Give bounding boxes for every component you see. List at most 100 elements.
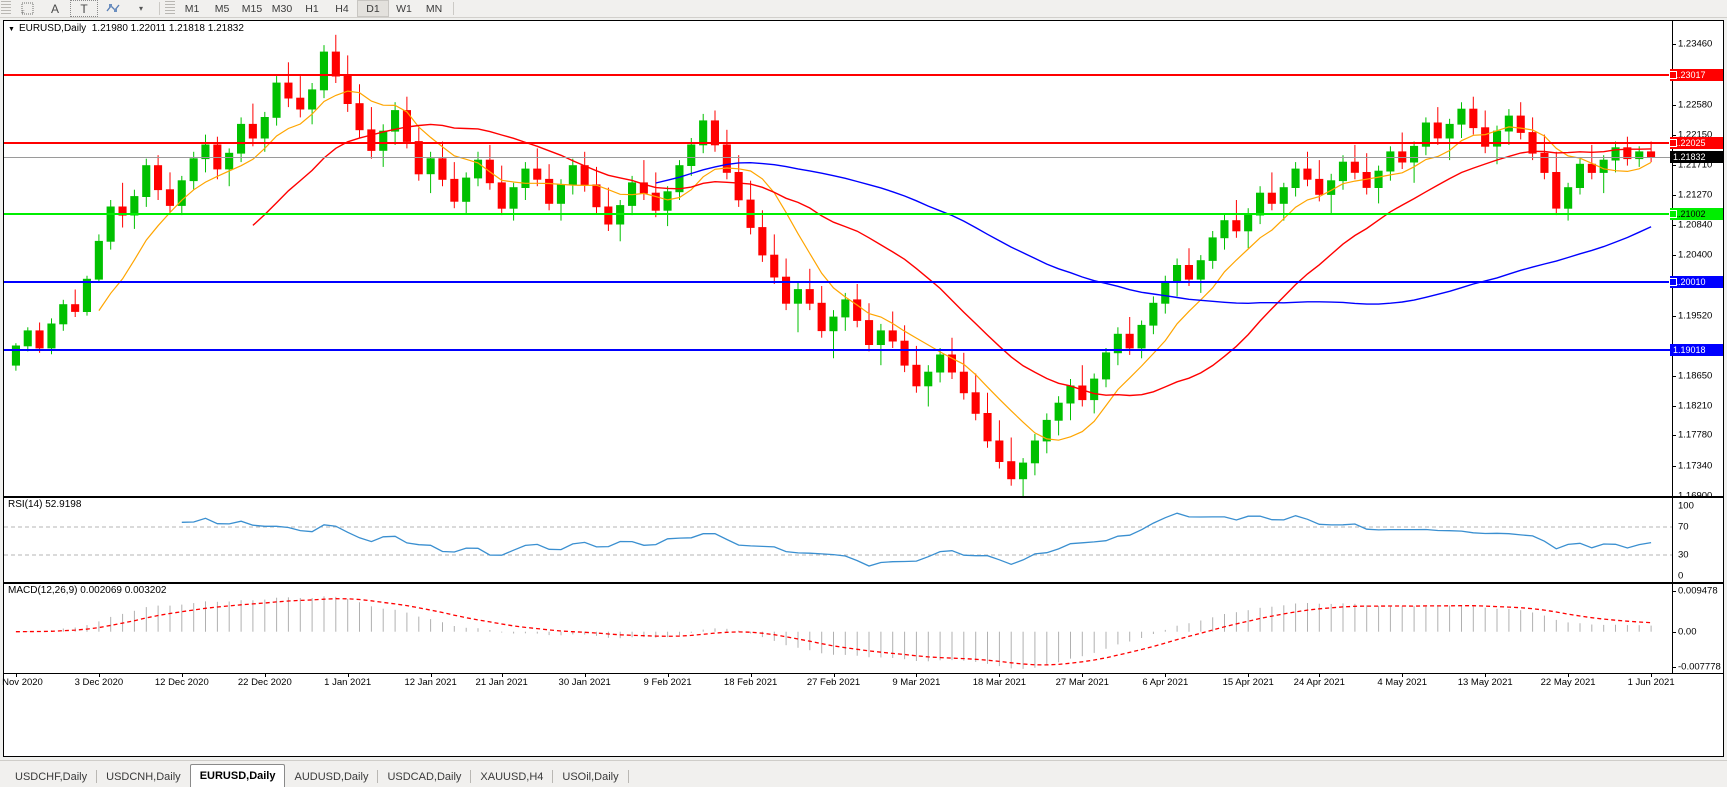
timeframe-h1[interactable]: H1 [305, 2, 319, 15]
x-tick [15, 674, 17, 677]
x-tick [1319, 674, 1321, 677]
date-label: 30 Jan 2021 [558, 677, 611, 688]
x-tick [1165, 674, 1167, 677]
y-axis-label: 1.23460 [1678, 38, 1713, 50]
price-plot[interactable] [4, 21, 1673, 496]
chart-tab-eurusd[interactable]: EURUSD,Daily [189, 764, 286, 787]
level-line-resistance-2[interactable] [4, 142, 1673, 145]
toolbar-separator-2 [453, 2, 454, 15]
x-tick [1082, 674, 1084, 677]
y-tick [1673, 105, 1676, 106]
y-tick [1673, 496, 1676, 497]
level-line-support-2[interactable] [4, 280, 1673, 283]
macd-axis-label: -0.007778 [1678, 661, 1721, 673]
date-label: 18 Mar 2021 [972, 677, 1027, 688]
x-tick [750, 674, 752, 677]
timeframe-m5[interactable]: M5 [214, 2, 230, 15]
rsi-axis-label: 30 [1678, 549, 1689, 561]
rsi-label: RSI(14) 52.9198 [8, 499, 82, 510]
x-tick [1568, 674, 1570, 677]
price-tag-last-price[interactable]: 1.21832 [1670, 150, 1723, 163]
timeframe-mn[interactable]: MN [425, 2, 443, 15]
y-axis-label: 1.18210 [1678, 400, 1713, 412]
timeframe-d1[interactable]: D1 [357, 0, 389, 17]
y-tick [1673, 435, 1676, 437]
timeframe-w1[interactable]: W1 [396, 2, 412, 15]
chart-tab-usoil[interactable]: USOil,Daily [562, 771, 619, 783]
y-tick [1673, 164, 1676, 166]
macd-plot[interactable] [4, 584, 1673, 673]
y-axis-label: 1.21270 [1678, 189, 1713, 201]
macd-pane[interactable]: MACD(12,26,9) 0.002069 0.003202 0.009478… [4, 584, 1723, 674]
y-axis-label: 1.18650 [1678, 370, 1713, 381]
timeframe-m1[interactable]: M1 [184, 2, 200, 15]
timeframe-h4[interactable]: H4 [335, 2, 349, 15]
y-axis-label: 1.16900 [1678, 490, 1713, 498]
date-label: 15 Apr 2021 [1222, 677, 1274, 688]
date-label: 24 Apr 2021 [1293, 677, 1345, 688]
y-tick [1673, 375, 1676, 377]
price-tag-resistance-2[interactable]: 1.22025 [1670, 137, 1723, 150]
y-tick [1673, 465, 1676, 467]
rsi-plot[interactable] [4, 498, 1673, 582]
level-handle-support-2[interactable] [1669, 277, 1677, 286]
y-axis-label: 1.20400 [1678, 249, 1713, 261]
macd-tick [1673, 667, 1676, 668]
x-tick [1651, 674, 1653, 677]
tab-divider [377, 770, 379, 783]
timeframe-m15[interactable]: M15 [241, 2, 263, 15]
y-tick [1673, 405, 1676, 407]
level-line-support-1[interactable] [4, 212, 1673, 215]
x-tick [999, 674, 1001, 677]
chart-tab-xauusd[interactable]: XAUUSD,H4 [480, 771, 544, 783]
crosshair-icon[interactable]: F [14, 1, 40, 16]
toolbar-grip[interactable] [1, 1, 11, 16]
timeframe-m30[interactable]: M30 [271, 2, 293, 15]
chevron-down-icon[interactable]: ▾ [138, 4, 143, 13]
chart-tab-usdcad[interactable]: USDCAD,Daily [387, 771, 462, 783]
price-pane[interactable]: ▼ EURUSD,Daily 1.21980 1.22011 1.21818 1.… [4, 21, 1723, 498]
level-line-support-3[interactable] [4, 349, 1673, 352]
y-tick [1673, 44, 1676, 46]
price-tag-support-3[interactable]: 1.19018 [1670, 344, 1723, 357]
rsi-y-axis: 100 70 30 0 [1672, 498, 1723, 582]
chart-area[interactable]: ▼ EURUSD,Daily 1.21980 1.22011 1.21818 1.… [0, 20, 1724, 757]
level-handle-resistance-1[interactable] [1669, 70, 1677, 79]
objects-icon[interactable] [100, 1, 126, 16]
chart-tab-usdchf[interactable]: USDCHF,Daily [15, 771, 88, 783]
level-handle-resistance-2[interactable] [1669, 139, 1677, 148]
text-box-icon[interactable]: T [70, 0, 98, 17]
price-tag-support-1[interactable]: 1.21002 [1670, 207, 1723, 220]
rsi-line [4, 512, 1673, 567]
date-label: 22 Dec 2020 [237, 677, 292, 688]
price-tag-resistance-1[interactable]: 1.23017 [1670, 68, 1723, 81]
price-tag-support-2[interactable]: 1.20010 [1670, 275, 1723, 288]
y-axis-label: 1.17340 [1678, 460, 1713, 472]
level-line-resistance-1[interactable] [4, 73, 1673, 76]
svg-text:F: F [21, 10, 24, 15]
date-label: 12 Jan 2021 [404, 677, 457, 688]
timeframe-grip[interactable] [165, 1, 175, 16]
x-tick [98, 674, 100, 677]
date-label: 1 Jan 2021 [324, 677, 372, 688]
level-line-last-price[interactable] [4, 156, 1673, 158]
chart-tab-audusd[interactable]: AUDUSD,Daily [294, 771, 369, 783]
rsi-axis-label: 70 [1678, 521, 1689, 533]
date-label: 1 Jun 2021 [1627, 677, 1675, 688]
level-handle-support-1[interactable] [1669, 209, 1677, 218]
chart-menu-caret[interactable]: ▼ [8, 26, 15, 33]
x-tick [347, 674, 349, 677]
date-label: 13 May 2021 [1457, 677, 1513, 688]
price-candles [11, 34, 1656, 496]
text-label-icon[interactable]: A [50, 1, 59, 16]
macd-tick [1673, 591, 1676, 592]
y-tick [1673, 315, 1676, 317]
timeframe-group: M1 M5 M15 M30 H1 H4 D1 W1 MN [177, 0, 449, 17]
date-axis[interactable]: 24 Nov 2020 3 Dec 2020 12 Dec 2020 22 Dec 2… [0, 674, 1723, 694]
rsi-pane[interactable]: RSI(14) 52.9198 100 70 30 0 [4, 498, 1723, 584]
x-tick [501, 674, 503, 677]
chart-tab-usdcnh[interactable]: USDCNH,Daily [106, 771, 181, 783]
price-y-axis[interactable]: 1.23460 1.22580 1.22150 1.21710 1.21270 1.208… [1672, 21, 1723, 496]
y-tick [1673, 255, 1676, 257]
